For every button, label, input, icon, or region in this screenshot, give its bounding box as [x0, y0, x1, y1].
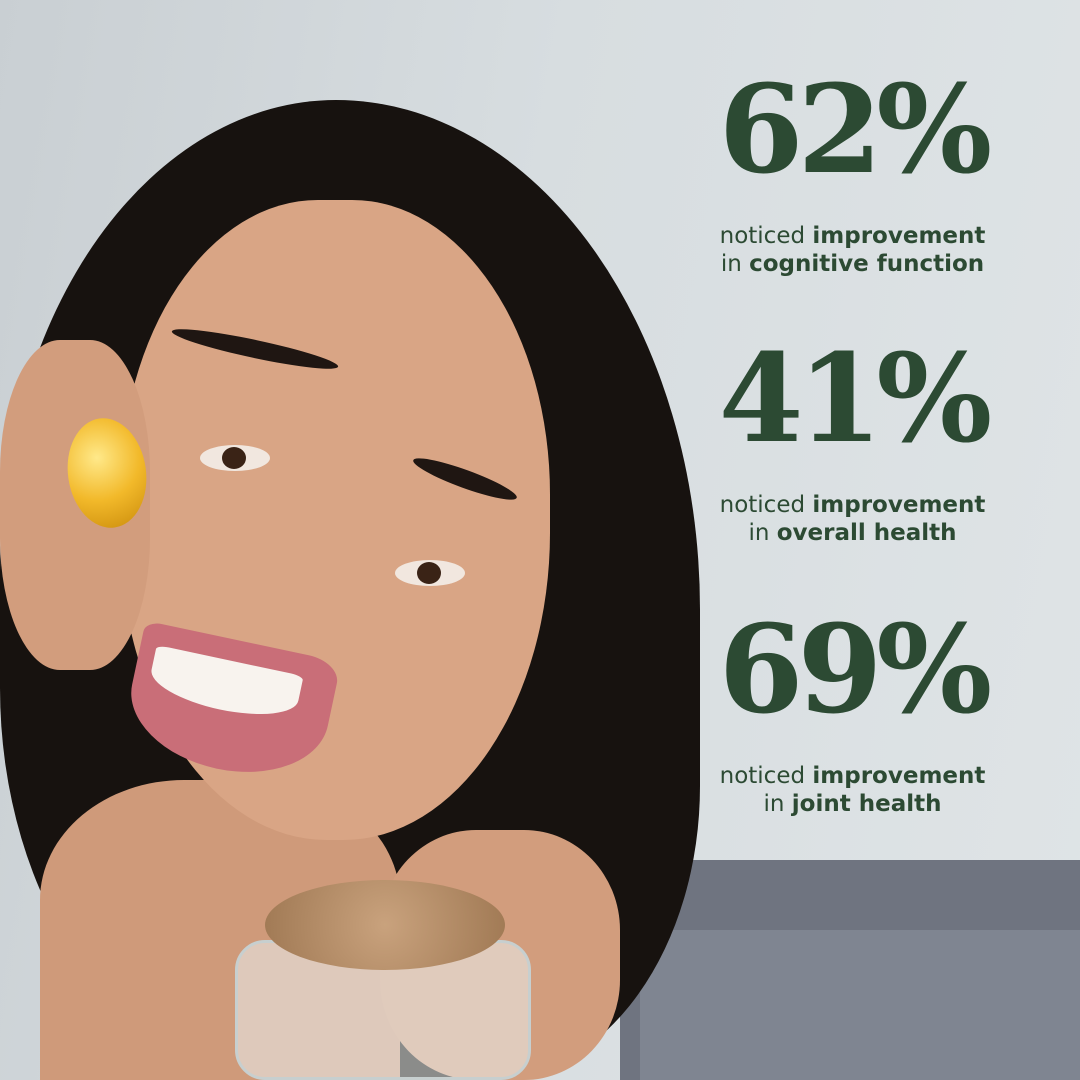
caption-text: in — [763, 791, 785, 817]
cork-lid — [265, 880, 505, 970]
caption-text: noticed — [719, 763, 806, 789]
caption-bold: cognitive function — [749, 251, 985, 277]
caption-bold: improvement — [812, 763, 986, 789]
stat-cognitive: 62% noticed improvement in cognitive fun… — [660, 68, 1045, 278]
stat-value: 69% — [718, 597, 993, 741]
sofa-cushion — [640, 930, 1080, 1080]
caption-text: noticed — [719, 492, 806, 518]
caption-bold: improvement — [812, 223, 986, 249]
caption-bold: improvement — [812, 492, 986, 518]
stat-caption: noticed improvement in overall health — [660, 491, 1045, 547]
stat-value: 41% — [718, 326, 993, 470]
right-eye — [395, 560, 465, 586]
stat-caption: noticed improvement in cognitive functio… — [660, 222, 1045, 278]
caption-text: in — [720, 251, 742, 277]
stat-caption: noticed improvement in joint health — [660, 762, 1045, 818]
caption-text: in — [748, 520, 770, 546]
caption-bold: overall health — [776, 520, 957, 546]
caption-text: noticed — [719, 223, 806, 249]
stat-overall-health: 41% noticed improvement in overall healt… — [660, 337, 1045, 547]
stat-joint-health: 69% noticed improvement in joint health — [660, 608, 1045, 818]
stat-value: 62% — [718, 57, 993, 201]
caption-bold: joint health — [791, 791, 942, 817]
left-eye — [200, 445, 270, 471]
